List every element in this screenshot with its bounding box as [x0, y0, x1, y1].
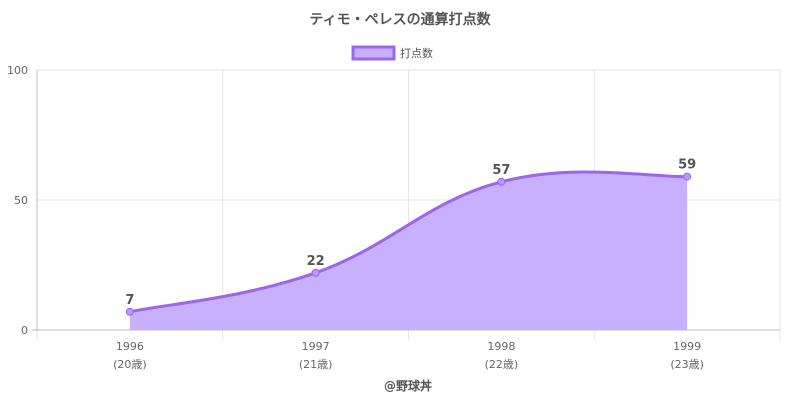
data-label: 22: [307, 254, 325, 269]
data-label: 57: [492, 163, 510, 178]
axes: 0 50 100 1996 (20歳) 1997 (21歳) 1998 (22歳) 1999 (23…: [7, 64, 780, 371]
y-tick-label: 0: [21, 324, 28, 337]
data-point: [683, 172, 692, 181]
x-tick-label: 1998: [487, 340, 515, 353]
data-label: 59: [678, 158, 696, 173]
data-point: [311, 268, 320, 277]
legend-swatch: [351, 45, 396, 61]
x-tick-label: 1999: [673, 340, 701, 353]
series-line: [129, 170, 688, 314]
x-tick-sublabel: (23歳): [670, 358, 704, 371]
series-points: [125, 172, 692, 316]
data-point: [497, 177, 506, 186]
x-axis-title: @野球丼: [384, 378, 432, 393]
x-tick-label: 1997: [302, 340, 330, 353]
x-tick-sublabel: (21歳): [299, 358, 333, 371]
legend-label: 打点数: [400, 46, 433, 60]
x-tick-sublabel: (20歳): [113, 358, 147, 371]
chart-title: ティモ・ペレスの通算打点数: [309, 11, 491, 28]
legend[interactable]: 打点数: [351, 45, 433, 61]
x-tick-sublabel: (22歳): [485, 358, 519, 371]
data-point: [125, 307, 134, 316]
data-label: 7: [125, 293, 134, 308]
y-tick-label: 100: [7, 64, 28, 77]
x-tick-label: 1996: [116, 340, 144, 353]
series-area: [129, 170, 688, 330]
y-tick-label: 50: [14, 194, 28, 207]
data-labels: 7 22 57 59: [125, 158, 696, 308]
series-fill: [129, 171, 688, 330]
